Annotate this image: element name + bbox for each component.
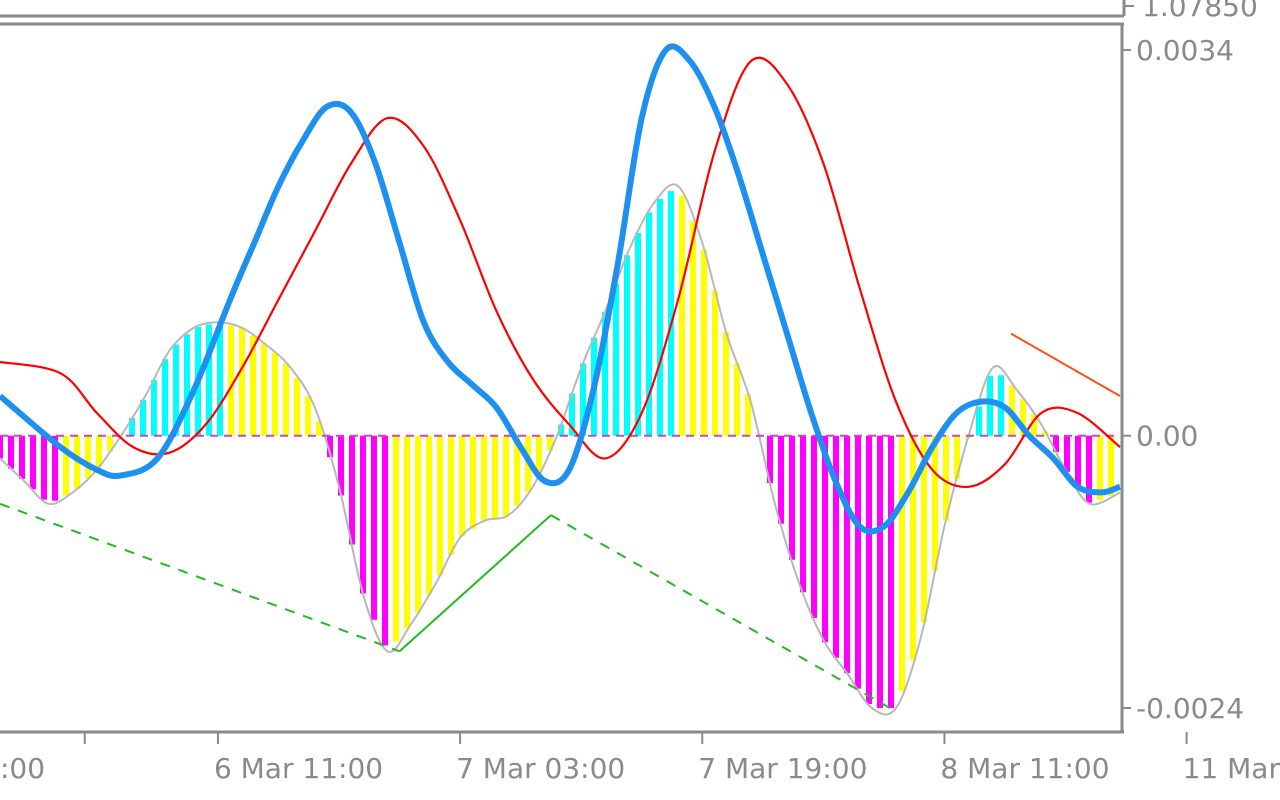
y-axis: 0.0034 0.00 -0.0024	[1122, 34, 1244, 725]
main-price-label: 1.07850	[1142, 0, 1258, 23]
x-axis: :00 6 Mar 11:00 7 Mar 03:00 7 Mar 19:00 8 Ma…	[0, 732, 1280, 785]
x-tick-label: 8 Mar 11:00	[940, 752, 1109, 785]
x-tick-label: :00	[0, 752, 45, 785]
x-tick-label: 7 Mar 03:00	[456, 752, 625, 785]
histogram-layer	[0, 183, 1121, 716]
divergence-line-low-c	[550, 514, 891, 709]
divergence-line-high-a	[1010, 332, 1121, 397]
divergence-layer	[0, 332, 1121, 709]
macd-line	[0, 43, 1122, 535]
y-tick-label: 0.00	[1136, 420, 1198, 453]
x-tick-label: 6 Mar 11:00	[214, 752, 383, 785]
divergence-line-low-a	[0, 502, 400, 653]
lines-layer	[0, 43, 1122, 535]
histogram-outline	[0, 183, 1121, 716]
x-tick-label: 11 Mar 03:00	[1183, 752, 1280, 785]
divergence-line-low-b	[398, 514, 552, 653]
signal-line	[0, 56, 1121, 489]
x-tick-label: 7 Mar 19:00	[698, 752, 867, 785]
y-tick-label: -0.0024	[1136, 692, 1244, 725]
y-tick-label: 0.0034	[1136, 34, 1234, 67]
